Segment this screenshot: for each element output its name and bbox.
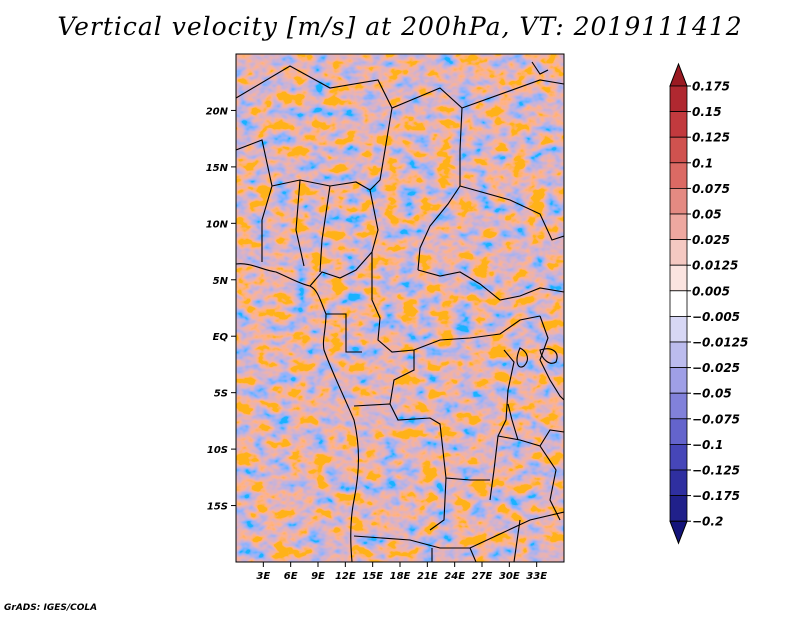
colorbar-swatch [669, 213, 688, 241]
country-borders [236, 61, 564, 562]
colorbar-label: 0.0125 [692, 259, 738, 273]
lon-tick-label: 21E [417, 571, 438, 582]
colorbar-swatch [669, 290, 688, 317]
chart-title: Vertical velocity [m/s] at 200hPa, VT: 2… [57, 12, 743, 41]
lat-tick-label: 10N [206, 219, 229, 230]
colorbar-swatch [669, 315, 688, 343]
colorbar-label: −0.175 [692, 489, 740, 503]
colorbar-swatch [669, 239, 688, 266]
colorbar-swatch [669, 111, 688, 138]
lon-tick-label: 33E [526, 571, 547, 582]
colorbar: 0.175 0.15 0.125 0.1 0.075 0.05 0.025 0.0125 0.0… [669, 62, 748, 545]
colorbar-label: 0.075 [692, 182, 730, 196]
lon-tick-label: 30E [499, 571, 520, 582]
colorbar-label: 0.15 [692, 105, 722, 119]
colorbar-label: 0.05 [692, 208, 722, 222]
colorbar-swatch [669, 367, 688, 394]
colorbar-label: −0.05 [692, 387, 732, 401]
colorbar-label: −0.005 [692, 310, 740, 324]
colorbar-swatch [669, 85, 688, 113]
lat-tick-label: 20N [206, 106, 229, 117]
colorbar-swatch [669, 264, 688, 292]
lon-tick-label: 27E [472, 571, 493, 582]
colorbar-label: −0.0125 [692, 336, 748, 350]
lon-tick-label: 15E [362, 571, 383, 582]
colorbar-swatch [669, 469, 688, 497]
colorbar-swatch [669, 187, 688, 215]
vertical-velocity-field [236, 54, 564, 562]
lon-tick-label: 24E [444, 571, 465, 582]
grads-credit: GrADS: IGES/COLA [4, 603, 98, 613]
colorbar-label: −0.075 [692, 412, 740, 426]
latitude-axis: 20N 15N 10N 5N EQ 5S 10S 15S [206, 106, 236, 513]
lon-tick-label: 12E [335, 571, 356, 582]
colorbar-swatch [669, 162, 688, 189]
colorbar-swatch [669, 443, 688, 471]
colorbar-label: 0.175 [692, 80, 730, 94]
lat-tick-label: 15S [207, 502, 228, 513]
lat-tick-label: EQ [213, 332, 229, 343]
colorbar-swatch [669, 341, 688, 369]
colorbar-label: −0.2 [692, 515, 723, 529]
lat-tick-label: 15N [206, 163, 229, 174]
colorbar-label: 0.1 [692, 156, 713, 170]
colorbar-swatch [669, 392, 688, 420]
lon-tick-label: 9E [311, 571, 325, 582]
colorbar-label: −0.025 [692, 361, 740, 375]
colorbar-label: 0.025 [692, 233, 730, 247]
colorbar-label: 0.005 [692, 284, 730, 298]
colorbar-label: −0.1 [692, 438, 723, 452]
colorbar-swatch [669, 418, 688, 445]
lon-tick-label: 3E [256, 571, 270, 582]
lat-tick-label: 5N [213, 276, 229, 287]
colorbar-bottom-triangle [669, 520, 688, 545]
colorbar-top-triangle [669, 62, 688, 87]
colorbar-label: −0.125 [692, 464, 740, 478]
colorbar-swatch [669, 495, 688, 522]
colorbar-swatch [669, 136, 688, 164]
longitude-axis: 3E 6E 9E 12E 15E 18E 21E 24E 27E 30E 33E [256, 562, 547, 582]
lon-tick-label: 18E [390, 571, 411, 582]
lat-tick-label: 10S [207, 445, 228, 456]
colorbar-label: 0.125 [692, 131, 730, 145]
lon-tick-label: 6E [284, 571, 298, 582]
lat-tick-label: 5S [214, 389, 228, 400]
